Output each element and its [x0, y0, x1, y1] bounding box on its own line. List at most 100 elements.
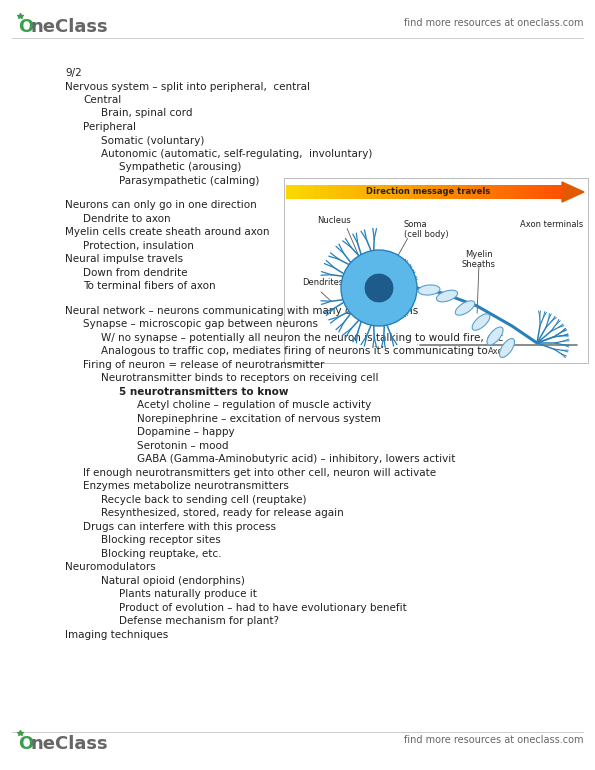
- Bar: [412, 185, 419, 199]
- Bar: [454, 185, 462, 199]
- Text: Neurons can only go in one direction: Neurons can only go in one direction: [65, 200, 257, 210]
- Text: GABA (Gamma-Aminobutyric acid) – inhibitory, lowers activit: GABA (Gamma-Aminobutyric acid) – inhibit…: [137, 454, 455, 464]
- Bar: [405, 185, 412, 199]
- Bar: [538, 185, 546, 199]
- Text: Enzymes metabolize neurotransmitters: Enzymes metabolize neurotransmitters: [83, 481, 289, 491]
- Bar: [328, 185, 336, 199]
- Bar: [335, 185, 343, 199]
- Text: neClass: neClass: [30, 18, 108, 36]
- Text: Parasympathetic (calming): Parasympathetic (calming): [119, 176, 259, 186]
- Text: Soma
(cell body): Soma (cell body): [404, 220, 449, 239]
- Text: Myelin
Sheaths: Myelin Sheaths: [462, 250, 496, 270]
- Text: 5 neurotransmitters to know: 5 neurotransmitters to know: [119, 387, 289, 397]
- Text: Synapse – microscopic gap between neurons: Synapse – microscopic gap between neuron…: [83, 319, 318, 329]
- Bar: [293, 185, 300, 199]
- Text: Autonomic (automatic, self-regulating,  involuntary): Autonomic (automatic, self-regulating, i…: [101, 149, 372, 159]
- Bar: [356, 185, 364, 199]
- Bar: [503, 185, 511, 199]
- Text: Neurotransmitter binds to receptors on receiving cell: Neurotransmitter binds to receptors on r…: [101, 373, 378, 383]
- Bar: [363, 185, 371, 199]
- Bar: [517, 185, 525, 199]
- Text: Direction message travels: Direction message travels: [366, 188, 490, 196]
- Text: O: O: [18, 735, 33, 753]
- Text: Plants naturally produce it: Plants naturally produce it: [119, 589, 257, 599]
- Bar: [531, 185, 538, 199]
- Text: To terminal fibers of axon: To terminal fibers of axon: [83, 281, 215, 291]
- Bar: [391, 185, 399, 199]
- Bar: [370, 185, 377, 199]
- Bar: [286, 185, 293, 199]
- Text: Myelin cells create sheath around axon: Myelin cells create sheath around axon: [65, 227, 270, 237]
- Text: Recycle back to sending cell (reuptake): Recycle back to sending cell (reuptake): [101, 494, 306, 504]
- Bar: [468, 185, 475, 199]
- Bar: [349, 185, 356, 199]
- Text: Neural network – neurons communicating with many other neurons: Neural network – neurons communicating w…: [65, 306, 418, 316]
- Text: Protection, insulation: Protection, insulation: [83, 241, 194, 251]
- Bar: [524, 185, 531, 199]
- Text: O: O: [18, 18, 33, 36]
- Ellipse shape: [472, 313, 490, 330]
- Text: Axon: Axon: [488, 347, 509, 356]
- Text: Neural impulse travels: Neural impulse travels: [65, 254, 183, 264]
- Bar: [496, 185, 503, 199]
- Text: Peripheral: Peripheral: [83, 122, 136, 132]
- Text: Serotonin – mood: Serotonin – mood: [137, 440, 228, 450]
- Bar: [461, 185, 468, 199]
- FancyArrow shape: [562, 182, 584, 202]
- Ellipse shape: [436, 290, 458, 302]
- Bar: [447, 185, 455, 199]
- Bar: [314, 185, 321, 199]
- Text: neClass: neClass: [30, 735, 108, 753]
- Bar: [284, 178, 588, 363]
- Text: Imaging techniques: Imaging techniques: [65, 630, 168, 640]
- Bar: [510, 185, 518, 199]
- Text: If enough neurotransmitters get into other cell, neuron will activate: If enough neurotransmitters get into oth…: [83, 467, 436, 477]
- Bar: [433, 185, 440, 199]
- Text: Down from dendrite: Down from dendrite: [83, 268, 187, 278]
- Text: Acetyl choline – regulation of muscle activity: Acetyl choline – regulation of muscle ac…: [137, 400, 371, 410]
- Bar: [321, 185, 328, 199]
- Text: Nucleus: Nucleus: [317, 216, 351, 225]
- Bar: [419, 185, 427, 199]
- Text: Nervous system – split into peripheral,  central: Nervous system – split into peripheral, …: [65, 82, 310, 92]
- Text: Dendrites: Dendrites: [302, 278, 343, 287]
- Bar: [300, 185, 308, 199]
- Bar: [384, 185, 392, 199]
- Text: W/ no synapse – potentially all neuron the neuron is talking to would fire, etc: W/ no synapse – potentially all neuron t…: [101, 333, 503, 343]
- Text: Somatic (voluntary): Somatic (voluntary): [101, 136, 204, 146]
- Text: Defense mechanism for plant?: Defense mechanism for plant?: [119, 616, 279, 626]
- Bar: [426, 185, 434, 199]
- Ellipse shape: [499, 339, 515, 357]
- Text: Blocking reuptake, etc.: Blocking reuptake, etc.: [101, 548, 221, 558]
- Text: Norepinephrine – excitation of nervous system: Norepinephrine – excitation of nervous s…: [137, 413, 381, 424]
- Text: Central: Central: [83, 95, 121, 105]
- Text: Drugs can interfere with this process: Drugs can interfere with this process: [83, 521, 276, 531]
- Bar: [559, 185, 566, 199]
- Bar: [307, 185, 315, 199]
- Ellipse shape: [487, 327, 503, 345]
- Text: Product of evolution – had to have evolutionary benefit: Product of evolution – had to have evolu…: [119, 603, 407, 613]
- Bar: [475, 185, 483, 199]
- Ellipse shape: [418, 285, 440, 295]
- Text: Resynthesized, stored, ready for release again: Resynthesized, stored, ready for release…: [101, 508, 344, 518]
- Text: 9/2: 9/2: [65, 68, 82, 78]
- Text: Axon terminals: Axon terminals: [520, 220, 583, 229]
- Bar: [342, 185, 349, 199]
- Bar: [377, 185, 384, 199]
- Circle shape: [341, 250, 417, 326]
- Circle shape: [365, 274, 393, 302]
- Text: Sympathetic (arousing): Sympathetic (arousing): [119, 162, 242, 172]
- Text: Analogous to traffic cop, mediates firing of neurons it’s communicating to: Analogous to traffic cop, mediates firin…: [101, 346, 488, 356]
- Bar: [545, 185, 553, 199]
- Bar: [482, 185, 490, 199]
- Ellipse shape: [455, 301, 475, 315]
- Text: Brain, spinal cord: Brain, spinal cord: [101, 109, 193, 119]
- Text: Natural opioid (endorphins): Natural opioid (endorphins): [101, 576, 245, 586]
- Text: Neuromodulators: Neuromodulators: [65, 562, 156, 572]
- Bar: [440, 185, 447, 199]
- Text: Blocking receptor sites: Blocking receptor sites: [101, 535, 221, 545]
- Bar: [489, 185, 496, 199]
- Text: Dendrite to axon: Dendrite to axon: [83, 214, 171, 224]
- Bar: [552, 185, 559, 199]
- Text: find more resources at oneclass.com: find more resources at oneclass.com: [403, 735, 583, 745]
